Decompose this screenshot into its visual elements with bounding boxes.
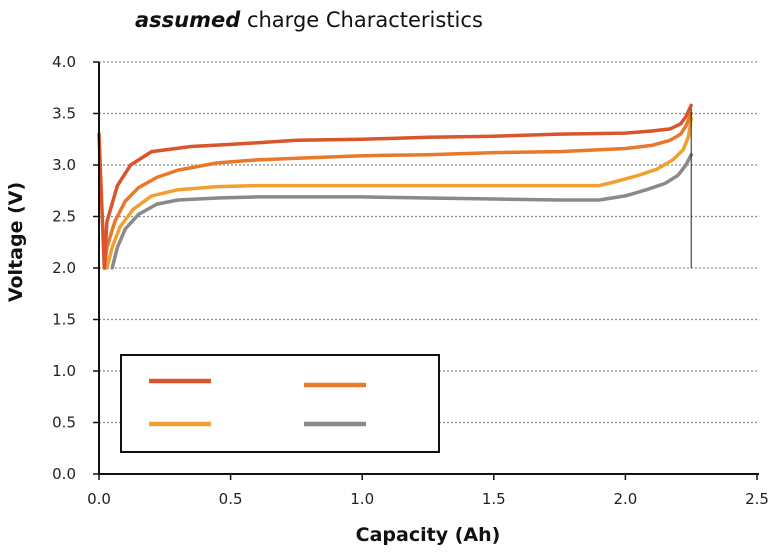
- y-tick-label: 2.0: [52, 259, 76, 277]
- x-tick-label: 2.5: [745, 490, 769, 508]
- chart-title-rest: charge Characteristics: [240, 8, 483, 32]
- y-tick-label: 1.5: [52, 311, 76, 329]
- series-line-4: [110, 152, 693, 270]
- x-axis-title: Capacity (Ah): [356, 524, 501, 546]
- y-axis-title: Voltage (V): [5, 182, 27, 302]
- x-tick-labels: 0.0 0.5 1.0 1.5 2.0 2.5: [87, 490, 769, 508]
- series-line-2: [102, 111, 693, 270]
- x-tick-label: 0.0: [87, 490, 111, 508]
- series-line-1: [97, 103, 693, 270]
- y-tick-label: 1.0: [52, 362, 76, 380]
- y-tick-label: 0.5: [52, 414, 76, 432]
- chart-title: assumed charge Characteristics: [135, 8, 483, 32]
- y-tick-labels: 0.0 0.5 1.0 1.5 2.0 2.5 3.0 3.5 4.0: [52, 53, 76, 483]
- legend: [120, 354, 440, 453]
- y-tick-label: 3.5: [52, 105, 76, 123]
- axes: [93, 61, 759, 480]
- x-tick-label: 1.0: [350, 490, 374, 508]
- y-tick-label: 4.0: [52, 53, 76, 71]
- y-tick-label: 3.0: [52, 156, 76, 174]
- x-tick-label: 0.5: [219, 490, 243, 508]
- legend-box: [120, 354, 440, 453]
- chart-title-emphasis: assumed: [135, 8, 241, 32]
- y-tick-label: 2.5: [52, 208, 76, 226]
- x-tick-label: 1.5: [482, 490, 506, 508]
- y-tick-label: 0.0: [52, 465, 76, 483]
- series-line-3: [105, 116, 693, 270]
- data-series: [97, 103, 693, 270]
- x-tick-label: 2.0: [613, 490, 637, 508]
